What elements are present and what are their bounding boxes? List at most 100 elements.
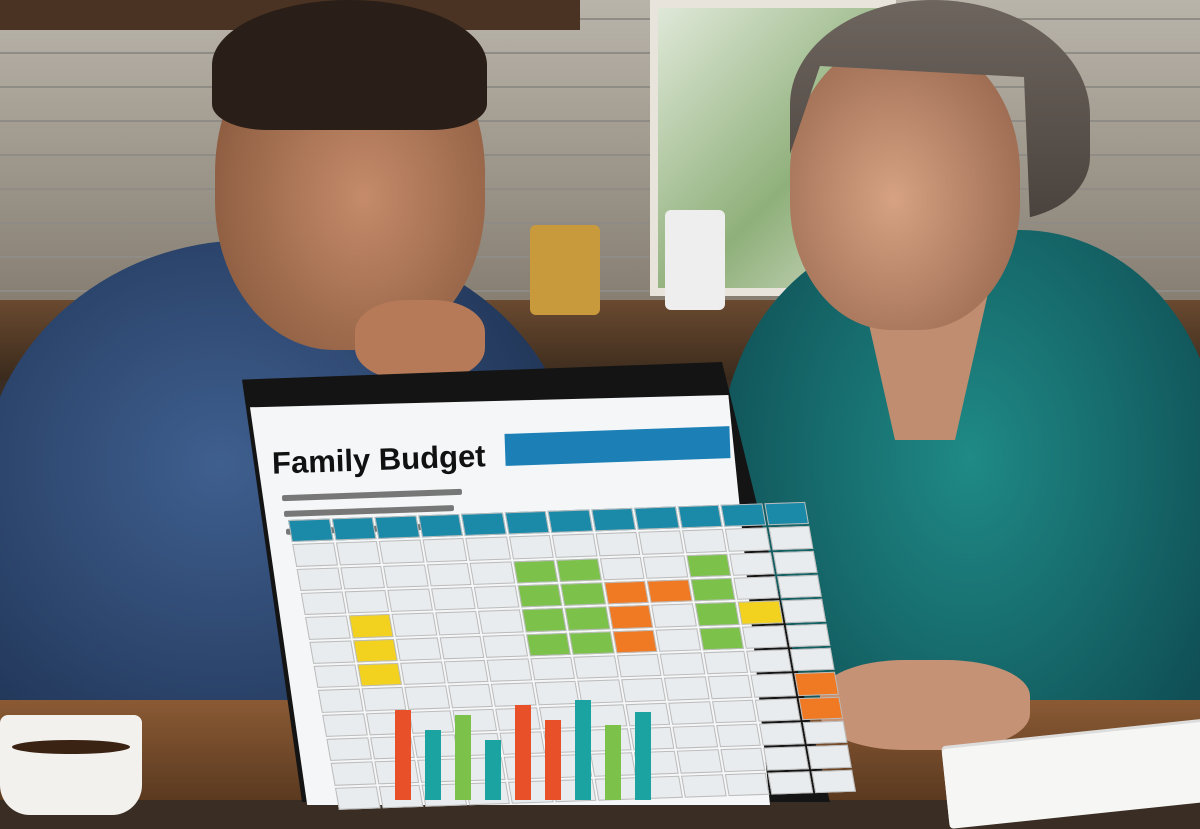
- spreadsheet-cell: [793, 672, 839, 696]
- spreadsheet-cell: [482, 634, 528, 658]
- spreadsheet-cell: [331, 517, 377, 541]
- spreadsheet-cell: [344, 589, 390, 614]
- spreadsheet-cell: [521, 608, 567, 632]
- spreadsheet-cell: [469, 561, 515, 585]
- spreadsheet-cell: [309, 640, 355, 664]
- spreadsheet-cell: [486, 658, 532, 683]
- spreadsheet-cell: [707, 675, 753, 699]
- bar-chart: [395, 700, 695, 800]
- spreadsheet-cell: [724, 527, 771, 552]
- chart-bar: [575, 700, 591, 800]
- spreadsheet-cell: [655, 627, 701, 652]
- paper-towel: [665, 210, 725, 310]
- spreadsheet-cell: [724, 772, 770, 797]
- spreadsheet-cell: [317, 688, 364, 713]
- spreadsheet-cell: [525, 632, 571, 657]
- spreadsheet-cell: [763, 746, 809, 771]
- spreadsheet-cell: [754, 697, 800, 722]
- chart-bar: [485, 740, 501, 800]
- spreadsheet-cell: [651, 603, 697, 628]
- spreadsheet-cell: [556, 558, 602, 582]
- spreadsheet-cell: [326, 737, 372, 762]
- spreadsheet-cell: [296, 567, 342, 591]
- spreadsheet-cell: [776, 574, 822, 599]
- spreadsheet-cell: [426, 562, 472, 587]
- spreadsheet-cell: [564, 606, 610, 631]
- spreadsheet-cell: [590, 507, 637, 532]
- spreadsheet-cell: [802, 720, 848, 745]
- spreadsheet-cell: [767, 770, 813, 795]
- spreadsheet-cell: [729, 551, 775, 576]
- jar: [530, 225, 600, 315]
- spreadsheet-cell: [715, 723, 761, 748]
- spreadsheet-cell: [642, 555, 688, 579]
- spreadsheet-cell: [659, 652, 705, 677]
- spreadsheet-cell: [434, 611, 481, 636]
- spreadsheet-cell: [638, 530, 684, 555]
- spreadsheet-cell: [547, 509, 593, 534]
- spreadsheet-cell: [313, 664, 359, 689]
- spreadsheet-cell: [330, 761, 376, 786]
- spreadsheet-cell: [504, 510, 550, 535]
- spreadsheet-cell: [758, 722, 805, 746]
- spreadsheet-cell: [750, 673, 796, 698]
- chart-bar: [395, 710, 411, 800]
- woman-hand: [820, 660, 1030, 750]
- spreadsheet-cell: [780, 599, 827, 623]
- spreadsheet-cell: [768, 526, 814, 550]
- chart-bar: [425, 730, 441, 800]
- spreadsheet-cell: [517, 583, 563, 608]
- spreadsheet-cell: [334, 786, 381, 810]
- spreadsheet-cell: [400, 661, 446, 686]
- spreadsheet-cell: [356, 662, 403, 687]
- spreadsheet-cell: [417, 513, 463, 538]
- spreadsheet-cell: [322, 713, 368, 737]
- woman-face: [790, 40, 1020, 330]
- spreadsheet-cell: [595, 532, 641, 557]
- coffee: [12, 740, 130, 754]
- spreadsheet-cell: [789, 647, 835, 672]
- spreadsheet-cell: [288, 518, 334, 543]
- spreadsheet-cell: [634, 506, 680, 531]
- spreadsheet-cell: [677, 504, 723, 529]
- spreadsheet-cell: [352, 638, 398, 663]
- spreadsheet-cell: [573, 655, 619, 680]
- spreadsheet-cell: [465, 536, 511, 561]
- spreadsheet-cell: [663, 676, 710, 701]
- spreadsheet-cell: [616, 653, 662, 678]
- spreadsheet-cell: [439, 635, 485, 660]
- spreadsheet-cell: [810, 769, 856, 794]
- spreadsheet-cell: [733, 576, 779, 601]
- spreadsheet-cell: [607, 605, 654, 629]
- spreadsheet-cell: [305, 615, 351, 640]
- spreadsheet-cell: [681, 529, 727, 553]
- spreadsheet-cell: [391, 612, 437, 637]
- spreadsheet-cell: [599, 556, 645, 581]
- spreadsheet-cell: [300, 591, 346, 616]
- spreadsheet-cell: [430, 586, 476, 611]
- chart-bar: [635, 712, 651, 800]
- spreadsheet-cell: [806, 745, 852, 769]
- spreadsheet-cell: [387, 588, 433, 613]
- spreadsheet-cell: [785, 623, 831, 648]
- spreadsheet-cell: [763, 501, 810, 526]
- chart-bar: [515, 705, 531, 800]
- spreadsheet-cell: [612, 629, 658, 654]
- spreadsheet-cell: [568, 631, 615, 655]
- spreadsheet-cell: [694, 602, 740, 626]
- spreadsheet-cell: [348, 614, 394, 639]
- spreadsheet-cell: [646, 579, 693, 604]
- chart-bar: [545, 720, 561, 800]
- spreadsheet-cell: [720, 748, 766, 772]
- spreadsheet-cell: [560, 582, 606, 607]
- coffee-mug: [0, 715, 142, 815]
- spreadsheet-cell: [378, 539, 424, 564]
- spreadsheet-cell: [746, 649, 792, 674]
- spreadsheet-cell: [772, 550, 818, 575]
- spreadsheet-cell: [797, 696, 844, 721]
- spreadsheet-cell: [339, 565, 385, 590]
- spreadsheet-cell: [720, 503, 766, 528]
- spreadsheet-cell: [685, 553, 732, 578]
- man-hair: [212, 0, 487, 130]
- spreadsheet-cell: [374, 515, 420, 540]
